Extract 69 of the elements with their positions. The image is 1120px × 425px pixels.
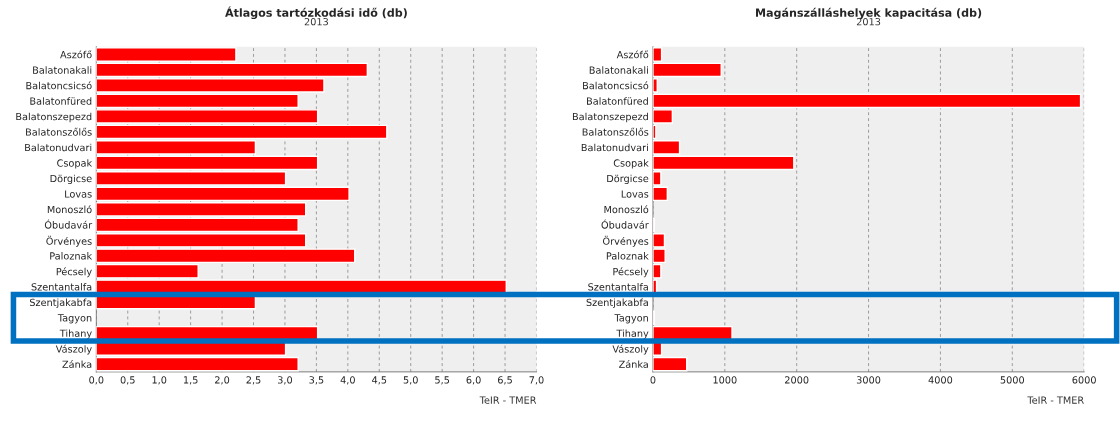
y-tick-label: Tihany (616, 329, 649, 339)
y-tick-label: Balatoncsicsó (26, 81, 92, 90)
x-tick-label: 6,5 (497, 376, 512, 385)
chart-title: Magánszálláshelyek kapacitása (db) (756, 7, 982, 20)
text: TeIR - TMER (1027, 396, 1084, 404)
y-tick-label: Csopak (613, 159, 649, 169)
y-tick-label: Paloznak (50, 252, 93, 260)
x-tick-label: 5,5 (435, 376, 450, 385)
y-tick-label: Dörgicse (50, 174, 92, 185)
y-tick-label: Óbudavár (601, 219, 649, 229)
y-tick-label: Szentjakabfa (29, 298, 92, 308)
y-tick-label: Aszófő (60, 50, 92, 59)
x-tick-label: 4,0 (340, 376, 355, 385)
chart-subtitle: 2013 (304, 18, 328, 26)
text: TeIR - TMER (479, 396, 537, 404)
y-tick-label: Balatonudvari (25, 143, 92, 152)
y-tick-label: Szentjakabfa (586, 298, 648, 308)
y-tick-label: Balatonszepezd (16, 112, 92, 123)
x-tick-label: 6,0 (466, 376, 481, 385)
y-tick-label: Tagyon (57, 314, 92, 324)
x-tick-label: 1,5 (183, 376, 198, 385)
y-tick-label: Balatonakali (33, 66, 92, 74)
x-tick-label: 1,0 (152, 376, 167, 385)
chart-subtitle: 2013 (856, 18, 881, 26)
y-tick-label: Tihany (59, 329, 92, 339)
x-tick-label: 2,0 (215, 376, 230, 385)
x-tick-label: 5000 (1000, 376, 1025, 384)
y-tick-label: Balatonakali (589, 66, 648, 74)
y-tick-label: Balatonfüred (30, 97, 92, 105)
y-tick-label: Pécsely (613, 267, 649, 278)
y-tick-label: Örvényes (602, 235, 649, 247)
y-tick-label: Lovas (65, 190, 92, 198)
y-tick-label: Örvényes (46, 235, 92, 247)
x-tick-label: 0 (650, 376, 656, 384)
x-tick-label: 3,5 (309, 376, 324, 385)
x-tick-label: 2,5 (246, 376, 261, 385)
x-tick-label: 4,5 (372, 376, 387, 385)
x-tick-label: 2000 (785, 376, 809, 384)
x-tick-label: 6000 (1072, 376, 1096, 384)
x-tick-label: 3,0 (277, 376, 293, 385)
y-tick-label: Aszófő (616, 50, 649, 59)
y-tick-label: Balatonudvari (581, 143, 648, 152)
y-tick-label: Zánka (619, 360, 648, 368)
y-tick-label: Szentantalfa (31, 283, 92, 291)
y-tick-label: Monoszló (604, 205, 649, 214)
x-tick-label: 0,0 (89, 376, 104, 385)
y-tick-label: Csopak (57, 159, 93, 169)
y-tick-label: Zánka (62, 360, 92, 368)
y-tick-label: Monoszló (47, 205, 92, 214)
x-tick-label: 7,0 (529, 376, 544, 385)
y-tick-label: Lovas (621, 190, 649, 198)
x-tick-label: 0,5 (120, 376, 135, 385)
y-tick-label: Balatoncsicsó (583, 81, 649, 90)
y-tick-label: Balatonszőlős (582, 127, 649, 136)
y-tick-label: Pécsely (56, 267, 92, 278)
y-tick-label: Paloznak (606, 252, 649, 260)
y-tick-label: Balatonfüred (587, 97, 648, 105)
y-tick-label: Vászoly (55, 344, 92, 355)
x-tick-label: 3000 (856, 376, 881, 384)
y-tick-label: Balatonszepezd (572, 112, 648, 123)
x-tick-label: 4000 (928, 376, 953, 384)
y-tick-label: Szentantalfa (588, 283, 648, 291)
y-tick-label: Tagyon (614, 314, 648, 324)
y-tick-label: Dörgicse (607, 174, 649, 185)
y-tick-label: Balatonszőlős (26, 127, 92, 136)
y-tick-label: Óbudavár (44, 219, 93, 229)
x-tick-label: 1000 (713, 376, 737, 384)
y-tick-label: Vászoly (612, 344, 649, 355)
x-tick-label: 5,0 (403, 376, 418, 385)
